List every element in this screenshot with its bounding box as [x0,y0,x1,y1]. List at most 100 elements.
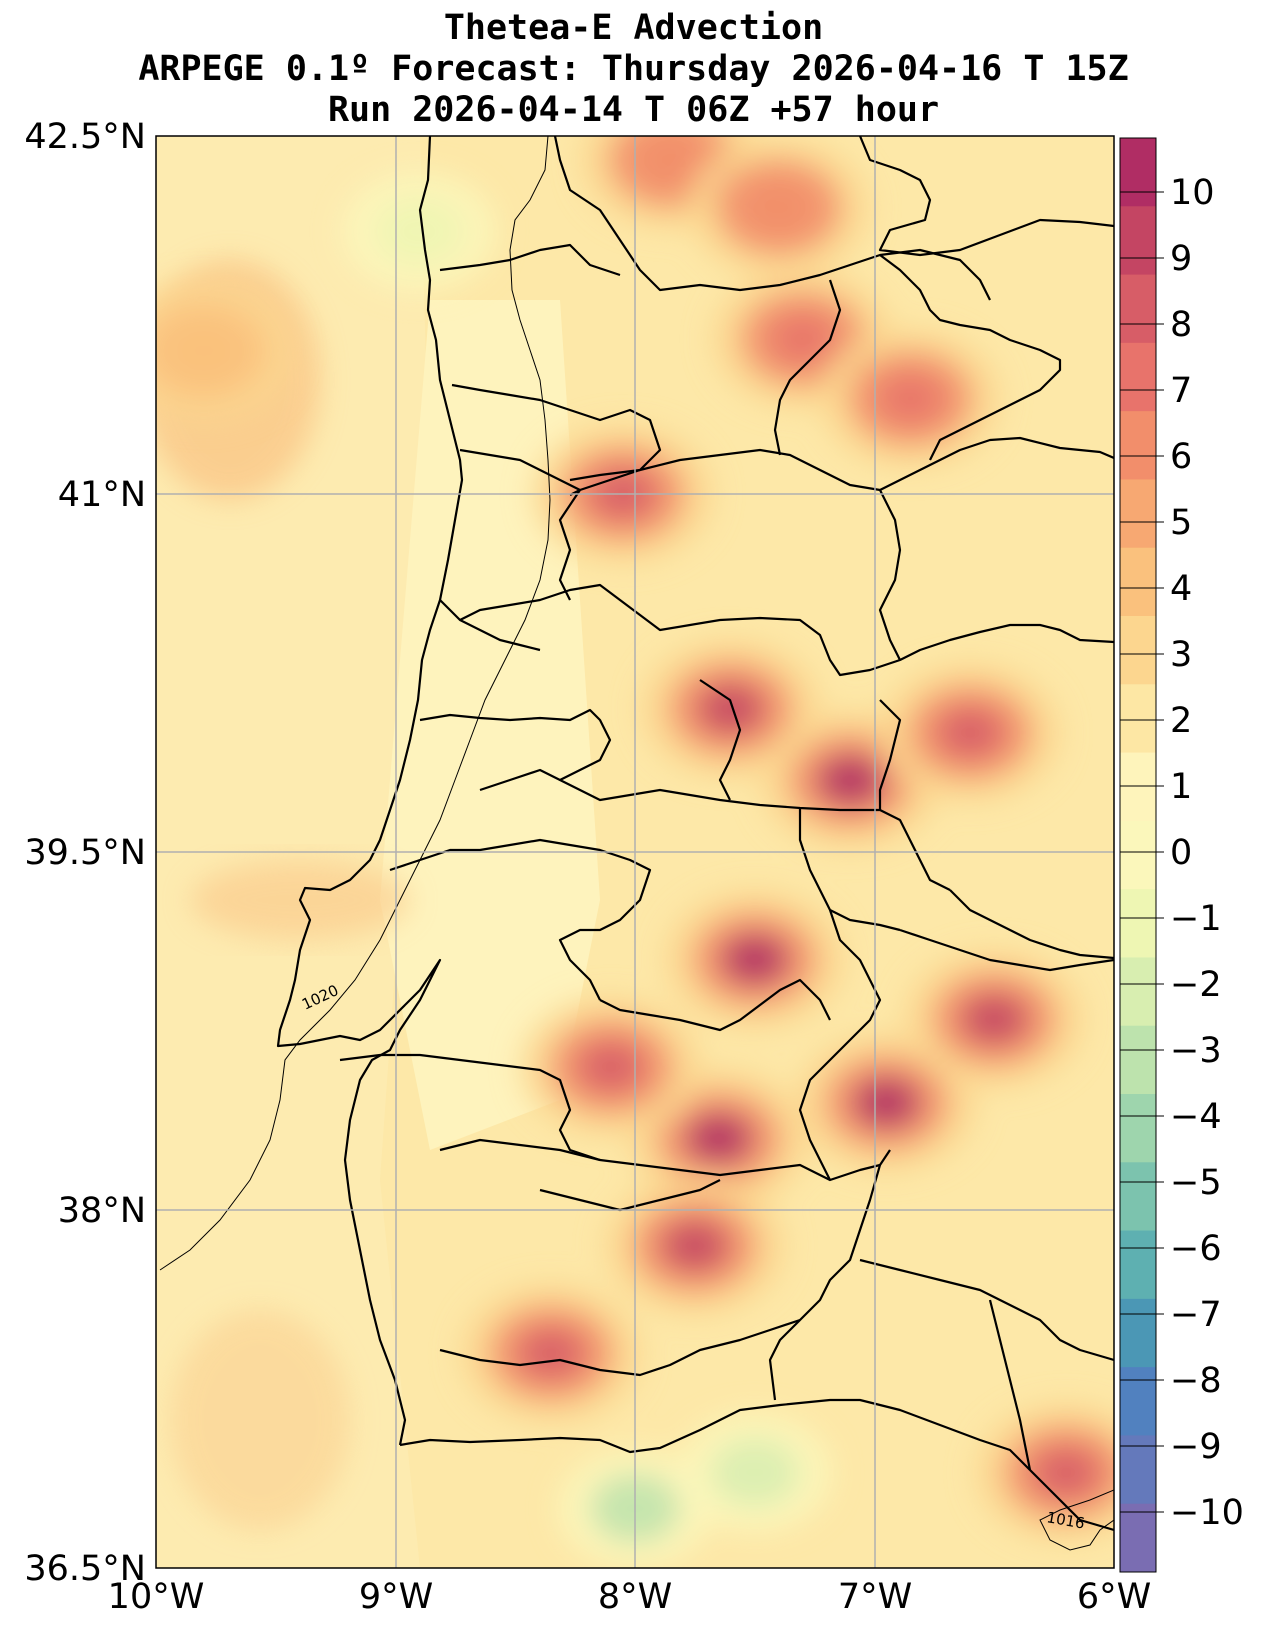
district-border-13 [389,838,652,1001]
colorbar-segment [1120,274,1156,344]
colorbar-tick-label: −9 [1170,1427,1222,1467]
colorbar-frame [1119,137,1157,1573]
lat-tick-38: 38°N [58,1191,146,1231]
district-border-7 [878,489,902,661]
colorbar-segment [1120,479,1156,549]
district-border-6 [459,583,1114,677]
gridlines [156,136,1114,1568]
field-hotspot-8-level-2 [960,993,1029,1046]
lat-tick-41: 41°N [58,475,146,515]
colorbar-segment [1120,547,1156,617]
title-line-2: ARPEGE 0.1º Forecast: Thursday 2026-04-1… [138,49,1129,89]
colorbar-segment [1120,206,1156,276]
district-border-10 [699,679,742,801]
district-border-23 [859,1258,1114,1362]
field-hotspot-14-level-2 [637,136,705,186]
colorbar-tick-label: −2 [1170,965,1222,1005]
colorbar-segment [1120,752,1156,822]
district-border-4 [773,279,842,456]
colorbar-segment [1120,1435,1156,1505]
title-line-3: Run 2026-04-14 T 06Z +57 hour [327,90,940,130]
lat-tick-42-5: 42.5°N [24,117,146,157]
lon-tick-10w: 10°W [108,1577,205,1617]
district-border-26 [459,448,582,601]
lon-tick-9w: 9°W [359,1577,433,1617]
colorbar-tick-label: −3 [1170,1031,1222,1071]
district-border-11 [878,699,902,810]
lon-tick-8w: 8°W [598,1577,672,1617]
lat-axis: 42.5°N 41°N 39.5°N 38°N 36.5°N [24,117,146,1589]
colorbar-tick-label: 4 [1170,569,1192,609]
colorbar-tick-label: 3 [1170,635,1192,675]
colorbar-tick-label: −7 [1170,1295,1222,1335]
field-hotspot-15-level-2 [744,181,813,234]
map-title: Thetea-E Advection ARPEGE 0.1º Forecast:… [0,8,1267,131]
colorbar-segment [1120,616,1156,685]
district-border-25 [988,1299,1032,1471]
colorbar-segment [1120,684,1156,754]
lon-tick-7w: 7°W [838,1577,912,1617]
district-border-5 [879,254,1062,461]
field-hotspot-3-level-2 [852,1076,921,1129]
colorbar-segment [1120,1503,1156,1573]
district-border-24 [949,889,1114,960]
district-border-15 [798,909,882,1181]
district-border-21 [768,1164,882,1401]
colorbar-segment [1120,411,1156,480]
district-border-3 [569,436,1114,492]
lon-tick-6w: 6°W [1077,1577,1151,1617]
colorbar-segment [1120,1162,1156,1232]
isobar-1020 [159,136,551,1271]
colorbar-tick-label: −8 [1170,1361,1222,1401]
coastline-south [399,1398,1114,1532]
colorbar-segment [1120,1298,1156,1368]
colorbar-segment [1120,1094,1156,1163]
border-spain-east [858,136,1114,257]
hotspot-group [156,136,1114,1568]
colorbar-tick-label: 5 [1170,503,1192,543]
colorbar-segment [1120,342,1156,412]
colorbar-segment [1120,1025,1156,1095]
colorbar-tick-label: −1 [1170,899,1222,939]
coastline-west [276,136,464,1446]
district-border-17 [599,978,831,1032]
colorbar-tick-label: 8 [1170,305,1192,345]
colorbar-tick-label: 2 [1170,701,1192,741]
colorbar-tick-label: 6 [1170,437,1192,477]
colorbar-segment [1120,820,1156,890]
district-border-19 [439,1138,601,1162]
district-border-12 [479,768,561,792]
coastline-borders [276,136,1114,1532]
field-hotspot-18-level-1 [710,1438,799,1507]
district-border-1 [439,243,621,277]
map-frame [155,135,1115,1569]
lat-tick-36-5: 36.5°N [24,1549,146,1589]
colorbar-segment [1120,1367,1156,1436]
district-border-8 [439,599,541,652]
field-hotspot-6-level-2 [697,682,765,735]
district-border-18 [339,1053,891,1182]
lon-axis: 10°W 9°W 8°W 7°W 6°W [108,1577,1152,1617]
field-hotspot-19-level-1 [375,197,464,266]
district-border-22 [439,1318,801,1377]
colorbar-segment [1120,957,1156,1027]
colorbar-segment [1120,138,1156,207]
colorbar-tick-label: 1 [1170,767,1192,807]
colorbar-tick-label: 10 [1170,173,1215,213]
colorbar-tick-label: −4 [1170,1097,1222,1137]
field-hotspot-16-level-2 [170,324,238,377]
colorbar-tick-label: 0 [1170,833,1192,873]
isobars [159,136,1114,1551]
lat-tick-39-5: 39.5°N [24,833,146,873]
field-hotspot-4-level-2 [661,1219,729,1272]
field-hotspot-12-level-2 [577,1040,645,1093]
district-border-20 [539,1179,721,1212]
field-hotspot-5-level-2 [517,1327,585,1380]
isobar-1016 [1039,1489,1114,1551]
colorbar-tick-label: −10 [1170,1493,1244,1533]
colorbar-tick-label: −6 [1170,1229,1222,1269]
offshore-warm-band-3 [170,1310,350,1530]
colorbar-tick-label: 7 [1170,371,1192,411]
colorbar-segment [1120,1230,1156,1300]
